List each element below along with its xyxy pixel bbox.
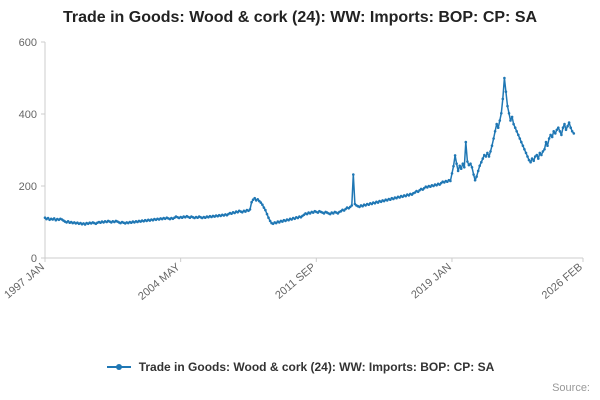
- chart-axes: [41, 41, 584, 262]
- line-chart: 0 200 400 600 1997 JAN 2004 MAY 2011 SEP 2019 J…: [2, 37, 585, 303]
- chart-legend: Trade in Goods: Wood & cork (24): WW: Im…: [0, 360, 600, 374]
- svg-text:2019 JAN: 2019 JAN: [409, 261, 454, 301]
- svg-text:600: 600: [19, 37, 37, 49]
- svg-text:0: 0: [31, 253, 37, 265]
- legend-line-icon: [106, 364, 131, 370]
- legend-label: Trade in Goods: Wood & cork (24): WW: Im…: [138, 360, 495, 374]
- page-title: Trade in Goods: Wood & cork (24): WW: Im…: [62, 9, 538, 26]
- source-label: Source:: [552, 382, 590, 394]
- svg-text:2011 SEP: 2011 SEP: [273, 261, 318, 302]
- svg-text:400: 400: [19, 109, 37, 121]
- svg-text:2004 MAY: 2004 MAY: [136, 261, 183, 303]
- chart-series: [43, 76, 576, 226]
- svg-text:2026 FEB: 2026 FEB: [540, 261, 585, 302]
- svg-text:200: 200: [19, 181, 37, 193]
- chart-tick-labels: 0 200 400 600 1997 JAN 2004 MAY 2011 SEP 2019 J…: [2, 37, 585, 303]
- svg-text:1997 JAN: 1997 JAN: [2, 261, 47, 301]
